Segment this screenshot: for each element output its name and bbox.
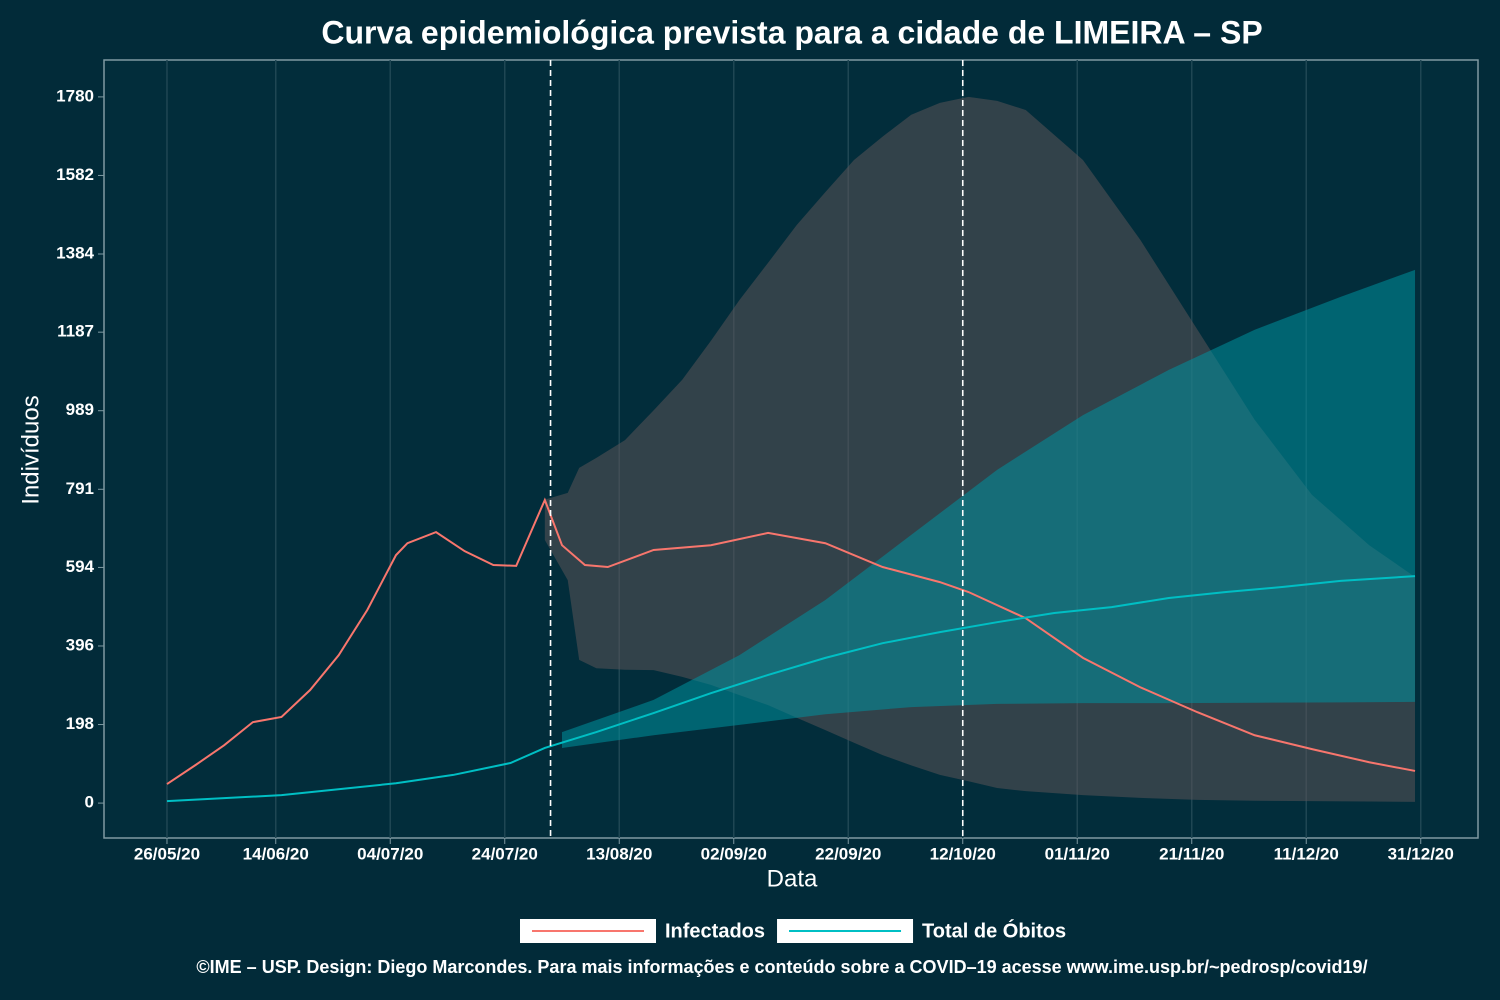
series-line (166, 575, 1416, 803)
x-tick-label: 11/12/20 (1274, 844, 1339, 863)
x-tick-label: 22/09/20 (815, 844, 881, 863)
x-tick-label: 26/05/20 (134, 844, 200, 863)
y-tick-label: 594 (66, 557, 95, 576)
y-tick-label: 396 (66, 635, 94, 654)
series-line (166, 497, 1416, 785)
x-tick-label: 02/09/20 (701, 844, 767, 863)
y-tick-label: 1780 (56, 86, 94, 105)
legend-label: Infectados (665, 920, 765, 942)
x-tick-label: 01/11/20 (1045, 844, 1110, 863)
x-tick-label: 04/07/20 (357, 844, 423, 863)
y-tick-label: 0 (85, 793, 94, 812)
caption: ©IME – USP. Design: Diego Marcondes. Par… (196, 957, 1367, 977)
y-tick-label: 1384 (56, 243, 94, 262)
x-tick-label: 13/08/20 (586, 844, 652, 863)
y-tick-label: 989 (66, 400, 94, 419)
x-tick-label: 24/07/20 (472, 844, 538, 863)
x-tick-label: 21/11/20 (1159, 844, 1224, 863)
y-tick-label: 791 (66, 479, 94, 498)
y-tick-label: 198 (66, 714, 94, 733)
plot-layer: 26/05/20 14/06/20 04/07/20 24/07/20 13/08/20… (56, 60, 1454, 863)
legend-label: Total de Óbitos (922, 918, 1066, 942)
chart-title: Curva epidemiológica prevista para a cid… (321, 14, 1262, 50)
x-tick-label: 14/06/20 (243, 844, 309, 863)
x-axis-title: Data (767, 865, 818, 892)
y-tick-label: 1582 (56, 165, 94, 184)
y-axis-title: Indivíduos (17, 395, 44, 504)
x-tick-label: 12/10/20 (930, 844, 996, 863)
y-tick-label: 1187 (57, 322, 94, 341)
x-tick-label: 31/12/20 (1388, 844, 1454, 863)
confidence-band (562, 269, 1416, 748)
